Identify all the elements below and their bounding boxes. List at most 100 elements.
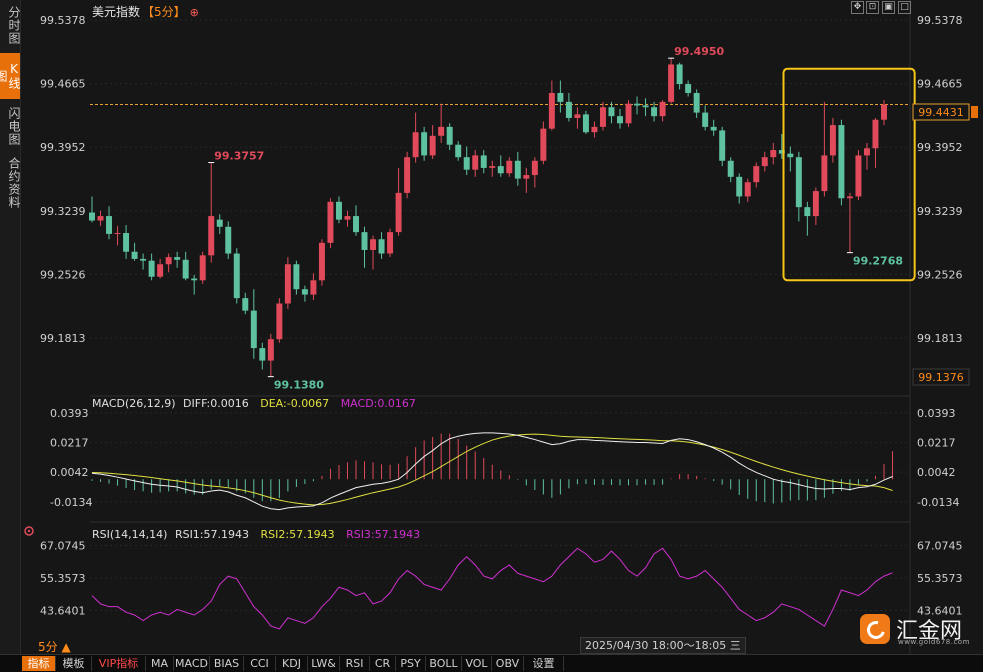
candle-body: [378, 239, 385, 254]
candle-body: [846, 196, 853, 199]
indicator-toolbar: 指标 模板 VIP指标 MA MACD BIAS CCI KDJ LW& RSI CR PSY BOLL…: [0, 654, 983, 672]
indicator-tab[interactable]: BIAS: [210, 656, 244, 671]
indicator-tab[interactable]: VOL: [462, 656, 492, 671]
candle-body: [89, 212, 95, 221]
restore-icon[interactable]: ⊡: [866, 1, 879, 14]
candle-body: [582, 114, 589, 133]
price-gridlines: [90, 19, 910, 339]
candle-body: [421, 132, 428, 156]
current-price-label: 99.4431: [918, 106, 964, 119]
current-price-marker: [971, 106, 978, 118]
price-tick-label-right: 99.2526: [917, 268, 963, 281]
period-tag[interactable]: 【5分】: [142, 5, 186, 19]
candle-body: [301, 289, 308, 295]
indicator-tab[interactable]: MA: [146, 656, 174, 671]
candle-body: [344, 216, 351, 220]
indicator-tab[interactable]: PSY: [396, 656, 426, 671]
candle-body: [804, 207, 811, 217]
candle-body: [412, 132, 419, 158]
tab-lightning-chart[interactable]: 闪电图: [7, 106, 21, 146]
rsi-tick-label-right: 55.3573: [917, 572, 963, 585]
add-indicator-icon[interactable]: ⊕: [189, 6, 199, 19]
indicator-tab[interactable]: MACD: [174, 656, 210, 671]
macd-tick-label-left: -0.0134: [50, 496, 92, 509]
rsi-gridlines: [90, 544, 910, 611]
indicator-tab[interactable]: 设置: [524, 656, 564, 671]
candle-body: [157, 264, 164, 277]
candle-body: [472, 155, 479, 170]
instrument-name: 美元指数: [92, 5, 141, 19]
time-range-label: 2025/04/30 18:00～18:05 三: [580, 637, 746, 654]
lowest-price-box: [912, 368, 970, 386]
price-tick-label-right: 99.5378: [917, 14, 963, 27]
rsi3-text: RSI3:57.1943: [346, 528, 420, 541]
candle-body: [753, 166, 760, 183]
annotation-label: 99.4950: [674, 45, 724, 58]
tab-kline[interactable]: K线图: [0, 53, 21, 99]
indicator-tab[interactable]: CCI: [244, 656, 276, 671]
rsi2-text: RSI2:57.1943: [261, 528, 335, 541]
highlight-box: [782, 67, 916, 282]
tab-contract-info[interactable]: 合约资料: [7, 157, 21, 209]
maximize-icon[interactable]: □: [898, 1, 911, 14]
indicator-tab[interactable]: 指标: [22, 656, 56, 671]
macd-value-text: MACD:0.0167: [341, 397, 416, 410]
image-icon[interactable]: ▣: [882, 1, 895, 14]
macd-axis-left: 0.0393 0.0217 0.0042 -0.0134: [50, 407, 92, 509]
period-selector[interactable]: 5分 ▲: [38, 640, 71, 654]
price-tick-label-left: 99.5378: [40, 14, 86, 27]
macd-label: MACD(26,12,9): [92, 397, 176, 410]
candle-body: [608, 107, 615, 117]
indicator-tab[interactable]: OBV: [492, 656, 524, 671]
rsi-axis-left: 67.0745 55.3573 43.6401: [40, 539, 86, 617]
candle-body: [761, 157, 768, 167]
macd-axis-right: 0.0393 0.0217 0.0042 -0.0134: [917, 407, 959, 509]
indicator-tab[interactable]: LW&: [308, 656, 340, 671]
rsi-legend: RSI(14,14,14) RSI1:57.1943 RSI2:57.1943 …: [92, 528, 420, 541]
candle-body: [489, 166, 496, 168]
candle-body: [225, 226, 232, 254]
indicator-tab[interactable]: 模板: [56, 656, 92, 671]
candle-body: [565, 101, 572, 118]
candle-body: [574, 114, 581, 118]
kline-chart[interactable]: 99.3757 99.1380 99.4950 99.2768 99.5378 99.4…: [0, 0, 983, 654]
annotation-label: 99.3757: [214, 150, 264, 163]
price-tick-label-right: 99.3952: [917, 141, 963, 154]
price-axis-right: 99.5378 99.4665 99.3952 99.3239 99.2526 99.18…: [917, 14, 963, 345]
candle-body: [353, 216, 359, 233]
candle-body: [259, 348, 266, 361]
candle-body: [881, 104, 887, 120]
candle-body: [267, 339, 274, 361]
rsi-line: [91, 547, 893, 630]
candle-body: [114, 233, 121, 235]
macd-tick-label-left: 0.0393: [50, 407, 89, 420]
candle-body: [736, 176, 743, 197]
dif-line: [91, 432, 893, 511]
tab-timeshare[interactable]: 分时图: [7, 5, 21, 45]
indicator-tab[interactable]: BOLL: [426, 656, 462, 671]
indicator-tab[interactable]: KDJ: [276, 656, 308, 671]
indicator-tab[interactable]: VIP指标: [92, 656, 146, 671]
candle-body: [165, 257, 172, 265]
candle-body: [719, 130, 726, 161]
rsi-axis-right: 67.0745 55.3573 43.6401: [917, 539, 963, 617]
rsi-tick-label-left: 43.6401: [40, 604, 86, 617]
price-tick-label-right: 99.1813: [917, 332, 963, 345]
candle-body: [148, 260, 155, 277]
indicator-tab[interactable]: RSI: [340, 656, 370, 671]
candle-body: [131, 251, 138, 259]
price-tick-label-right: 99.4665: [917, 78, 963, 91]
candle-body: [497, 166, 504, 174]
macd-histogram: [91, 433, 894, 504]
move-icon[interactable]: ✥: [851, 1, 864, 14]
candle-body: [506, 160, 513, 174]
candle-body: [787, 153, 794, 158]
candle-body: [812, 191, 819, 217]
price-tick-label-left: 99.1813: [40, 332, 86, 345]
price-tick-label-right: 99.3239: [917, 205, 963, 218]
candle-body: [276, 303, 283, 340]
rsi-target-icon[interactable]: [24, 526, 34, 536]
lowest-price-label: 99.1376: [918, 371, 964, 384]
candle-body: [591, 126, 598, 133]
indicator-tab[interactable]: CR: [370, 656, 396, 671]
